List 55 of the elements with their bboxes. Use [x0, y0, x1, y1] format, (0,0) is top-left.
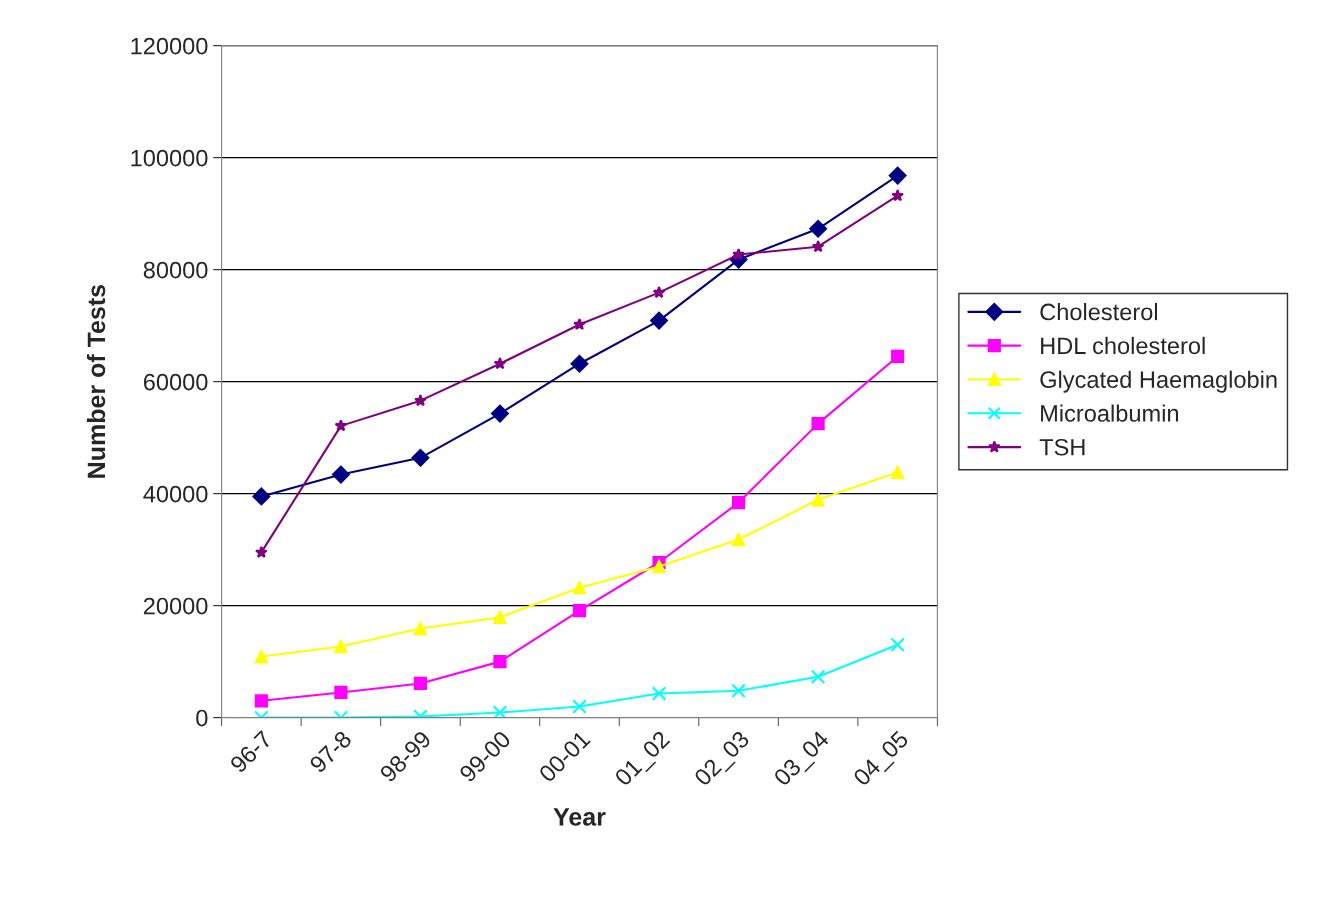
- point: [572, 581, 587, 595]
- point: [572, 604, 587, 618]
- y-tick-label: 80000: [143, 261, 208, 279]
- y-tick-label: 60000: [143, 373, 208, 391]
- point: [491, 404, 509, 423]
- y-tick-label: 120000: [131, 37, 208, 55]
- point: [891, 465, 905, 479]
- point: [810, 669, 826, 685]
- point: [732, 247, 745, 261]
- y-axis-title: Number of Tests: [86, 284, 106, 478]
- legend-label: Glycated Haemaglobin: [1040, 370, 1277, 393]
- point: [414, 394, 427, 407]
- legend-label: HDL cholesterol: [1041, 336, 1205, 355]
- point: [731, 532, 746, 547]
- point: [570, 354, 589, 373]
- point: [652, 559, 666, 574]
- point: [493, 610, 507, 624]
- point: [811, 417, 825, 431]
- point: [811, 240, 825, 253]
- point: [493, 655, 507, 669]
- point: [254, 694, 268, 708]
- y-tick-label: 0: [196, 709, 208, 727]
- point: [888, 166, 907, 185]
- point: [891, 189, 904, 202]
- x-tick-label: 97-8: [308, 729, 353, 774]
- x-axis-title: Year: [553, 808, 606, 826]
- point: [334, 639, 348, 654]
- legend-label: Cholesterol: [1040, 303, 1158, 321]
- point: [651, 686, 667, 701]
- point: [811, 493, 825, 507]
- point: [573, 317, 586, 331]
- point: [413, 621, 428, 636]
- point: [731, 495, 746, 510]
- point: [572, 699, 587, 714]
- point: [891, 349, 905, 364]
- y-tick-label: 100000: [131, 149, 208, 167]
- point: [334, 419, 348, 432]
- point: [334, 685, 348, 700]
- point: [493, 357, 507, 370]
- point: [809, 219, 828, 238]
- legend-label: TSH: [1039, 438, 1085, 456]
- point: [650, 311, 668, 330]
- point: [332, 465, 350, 484]
- point: [890, 637, 905, 653]
- point: [492, 705, 508, 718]
- y-tick-label: 40000: [143, 485, 208, 503]
- point: [255, 545, 268, 558]
- legend-label: Microalbumin: [1041, 404, 1179, 422]
- point: [652, 286, 666, 299]
- point: [731, 683, 746, 699]
- point: [413, 676, 428, 691]
- point: [252, 487, 271, 506]
- point: [254, 649, 268, 664]
- y-tick-label: 20000: [143, 597, 208, 615]
- point: [411, 448, 430, 467]
